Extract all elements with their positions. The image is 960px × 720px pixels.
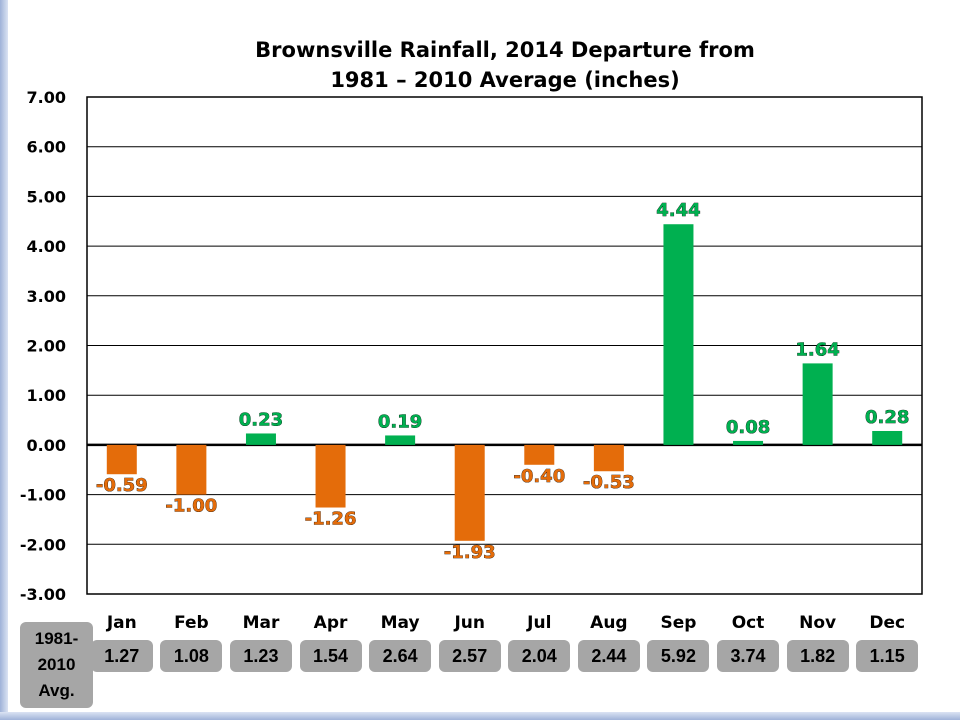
average-label-line-2: 2010 [37, 655, 76, 674]
average-value-jul: 2.04 [508, 640, 571, 672]
x-axis-ticks: Jan Feb Mar Apr May Jun Jul Aug Sep Oct Nov Dec [106, 613, 905, 633]
y-tick-label: 5.00 [27, 187, 66, 206]
data-label-aug: -0.53 [583, 472, 635, 493]
data-label-jun: -1.93 [444, 542, 496, 563]
bar-dec [872, 430, 903, 445]
average-value-aug: 2.44 [577, 640, 640, 672]
average-value-sep: 5.92 [647, 640, 710, 672]
chart-title-line-2: 1981 – 2010 Average (inches) [330, 68, 679, 92]
y-tick-label: 0.00 [27, 436, 66, 455]
average-value-jun: 2.57 [438, 640, 501, 672]
average-label-line-3: Avg. [38, 681, 75, 700]
average-value-oct: 3.74 [717, 640, 780, 672]
chart-title-line-1: Brownsville Rainfall, 2014 Departure fro… [255, 38, 755, 62]
bar-feb [176, 444, 207, 495]
x-tick-oct: Oct [732, 613, 765, 633]
bar-oct [733, 440, 764, 445]
y-tick-label: 3.00 [27, 287, 66, 306]
bar-aug [593, 444, 624, 472]
x-tick-jul: Jul [526, 613, 551, 633]
data-label-nov: 1.64 [795, 339, 839, 360]
data-label-sep: 4.44 [656, 200, 700, 221]
x-tick-aug: Aug [590, 613, 627, 633]
average-row-label: 1981- 2010 Avg. [20, 622, 93, 708]
average-value-nov: 1.82 [786, 640, 849, 672]
bar-jul [524, 444, 555, 465]
data-label-jul: -0.40 [513, 466, 565, 487]
data-label-oct: 0.08 [726, 417, 770, 438]
bar-may [385, 435, 416, 445]
bar-mar [245, 433, 276, 445]
x-tick-may: May [381, 613, 420, 633]
x-tick-dec: Dec [869, 613, 905, 633]
bar-jun [454, 444, 485, 541]
average-value-jan: 1.27 [90, 640, 153, 672]
data-label-feb: -1.00 [165, 496, 217, 517]
x-tick-sep: Sep [660, 613, 696, 633]
bar-sep [663, 224, 694, 445]
slide-left-accent [0, 0, 8, 720]
x-tick-jun: Jun [453, 613, 485, 633]
average-value-may: 2.64 [369, 640, 432, 672]
x-tick-mar: Mar [243, 613, 280, 633]
y-tick-label: 1.00 [27, 386, 66, 405]
data-label-jan: -0.59 [96, 475, 148, 496]
x-tick-apr: Apr [314, 613, 348, 633]
data-label-apr: -1.26 [305, 509, 357, 530]
slide-bottom-accent [0, 712, 960, 720]
y-tick-label: -3.00 [20, 585, 66, 604]
average-value-feb: 1.08 [160, 640, 223, 672]
data-label-mar: 0.23 [239, 409, 283, 430]
y-tick-label: 6.00 [27, 138, 66, 157]
bar-apr [315, 444, 346, 508]
x-tick-feb: Feb [174, 613, 209, 633]
average-value-dec: 1.15 [856, 640, 919, 672]
bars [106, 224, 903, 541]
y-tick-label: 2.00 [27, 337, 66, 356]
y-axis-ticks: 7.00 6.00 5.00 4.00 3.00 2.00 1.00 0.00 -1.00 -2.… [20, 88, 66, 604]
y-tick-label: 7.00 [27, 88, 66, 107]
plot-area-frame [86, 96, 923, 595]
y-tick-label: -2.00 [20, 535, 66, 554]
data-label-may: 0.19 [378, 411, 422, 432]
average-label-line-1: 1981- [34, 629, 79, 648]
data-label-dec: 0.28 [865, 407, 909, 428]
y-tick-label: -1.00 [20, 486, 66, 505]
bar-nov [802, 363, 833, 445]
bar-jan [106, 444, 137, 475]
x-tick-nov: Nov [799, 613, 836, 633]
y-tick-label: 4.00 [27, 237, 66, 256]
average-value-mar: 1.23 [229, 640, 292, 672]
x-tick-jan: Jan [106, 613, 137, 633]
data-labels: -0.59 -1.00 0.23 -1.26 0.19 -1.93 -0.40 -0.53 4.… [96, 200, 910, 563]
average-value-apr: 1.54 [299, 640, 362, 672]
